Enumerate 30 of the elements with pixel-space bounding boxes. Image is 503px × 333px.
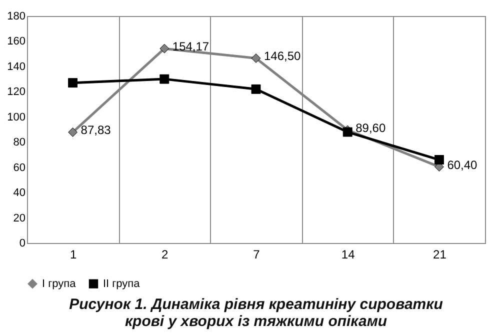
point [251, 84, 261, 94]
x-tick-label: 7 [253, 248, 260, 262]
legend-label: I група [42, 278, 77, 290]
y-tick-label: 60 [13, 162, 26, 174]
x-tick-label: 14 [341, 248, 356, 262]
x-tick-label: 1 [70, 248, 77, 262]
y-tick-label: 160 [7, 36, 26, 48]
y-tick-label: 180 [7, 10, 26, 22]
point [160, 44, 170, 54]
y-tick-label: 0 [19, 238, 26, 250]
point [68, 78, 78, 88]
data-label: 60,40 [447, 158, 478, 172]
y-tick-label: 120 [7, 86, 26, 98]
data-label: 89,60 [356, 121, 386, 136]
y-tick-label: 80 [13, 136, 26, 149]
y-tick-label: 100 [7, 111, 26, 124]
point [434, 155, 444, 164]
x-tick-label: 21 [433, 248, 447, 262]
point [68, 128, 78, 137]
point [251, 54, 261, 63]
y-tick-label: 140 [7, 60, 26, 73]
x-tick-label: 2 [162, 248, 169, 262]
y-tick-label: 40 [13, 187, 26, 200]
data-label: 87,83 [80, 123, 112, 138]
data-label: 146,50 [264, 49, 302, 64]
text: Рисунок 1. Динаміка рівня креатиніну сироватки крові у хворих із тяжкими опіками [69, 296, 443, 330]
data-label: 154,17 [172, 40, 210, 54]
legend-label: II група [103, 278, 141, 290]
point [160, 74, 170, 84]
y-tick-label: 20 [13, 212, 26, 224]
